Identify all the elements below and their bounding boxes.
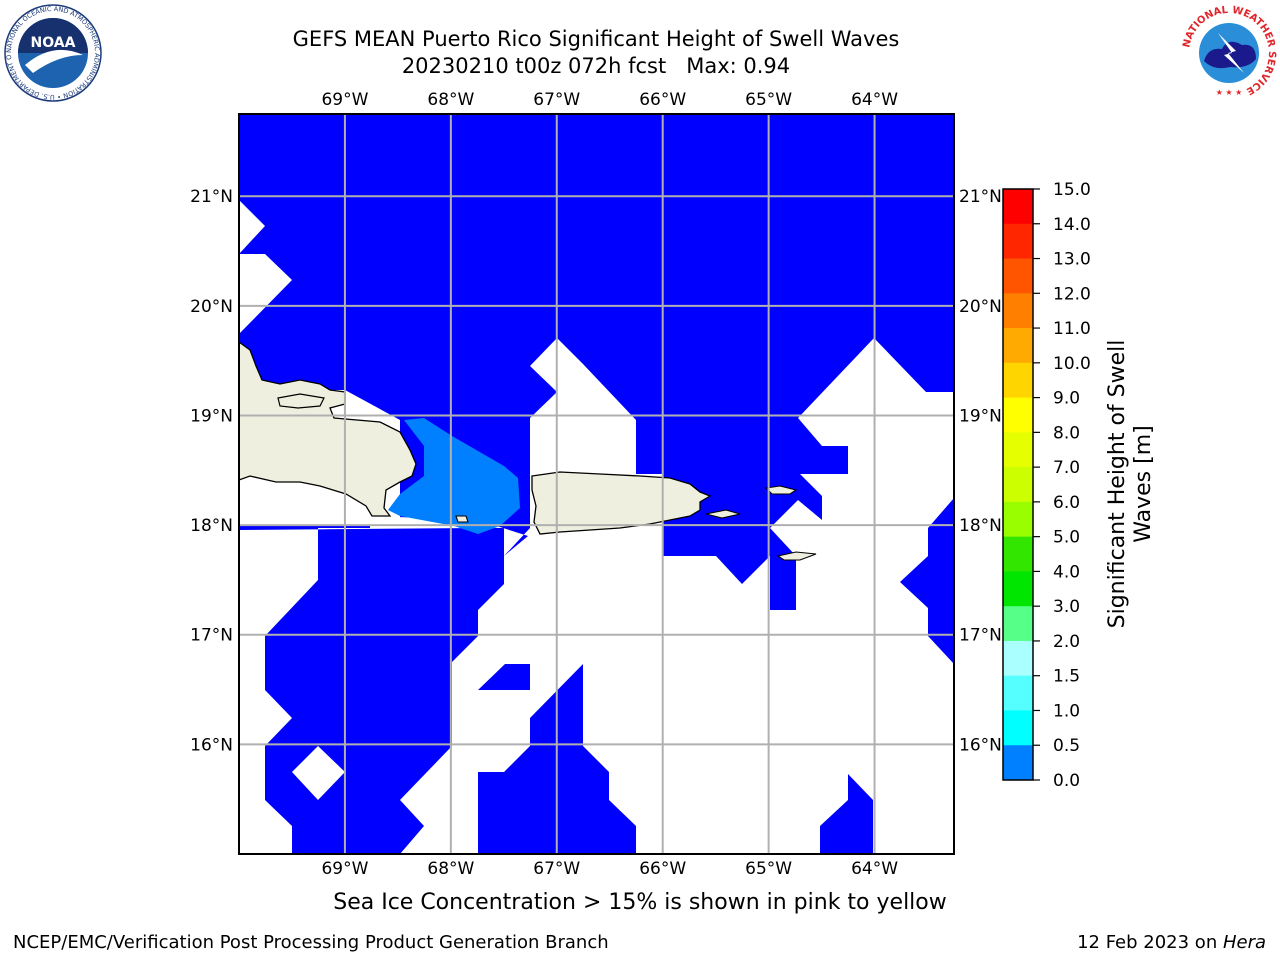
colorbar-swatch [1003,501,1033,538]
lon-label-bottom: 68°W [427,859,474,879]
lon-label-bottom: 69°W [321,859,368,879]
no-data-region-northwest [239,200,292,334]
colorbar-swatch [1003,467,1033,503]
colorbar-tick-label: 14.0 [1053,215,1091,235]
lat-label-left: 21°N [190,187,233,207]
colorbar-swatch [1003,745,1033,781]
colorbar-swatch [1003,710,1033,746]
colorbar-swatch [1003,258,1033,294]
colorbar [1002,188,1034,781]
colorbar-frame [1002,188,1034,781]
land-vieques [705,509,741,519]
land-hispaniola [238,340,417,517]
footer-credit: NCEP/EMC/Verification Post Processing Pr… [13,932,609,953]
lon-label-bottom: 66°W [639,859,686,879]
lat-label-right: 21°N [959,187,1002,207]
colorbar-tick-label: 13.0 [1053,250,1091,270]
colorbar-swatch [1003,606,1033,642]
swell-0.5-1.0-region [388,418,520,534]
lat-label-right: 19°N [959,406,1002,426]
land-st-croix [776,551,817,561]
lat-label-right: 20°N [959,297,1002,317]
no-data-gap-east [770,690,954,774]
lat-label-left: 16°N [190,735,233,755]
colorbar-swatch [1003,397,1033,433]
lon-label-bottom: 67°W [533,859,580,879]
no-data-diamond [292,746,345,800]
colorbar-swatch [1003,328,1033,364]
sea-ice-note: Sea Ice Concentration > 15% is shown in … [333,890,947,915]
colorbar-label: Significant Height of SwellWaves [m] [1105,340,1156,629]
colorbar-swatch [1003,675,1033,711]
lat-label-right: 18°N [959,516,1002,536]
colorbar-label-line: Significant Height of Swell [1105,340,1130,629]
lat-label-left: 19°N [190,406,233,426]
lat-labels-left: 21°N 20°N 19°N 18°N 17°N 16°N [190,187,233,755]
colorbar-swatch [1003,223,1033,260]
gridlines [239,114,954,854]
colorbar-swatch [1003,432,1033,468]
colorbar-tick-label: 1.0 [1053,701,1080,721]
lat-label-left: 20°N [190,297,233,317]
lon-label-top: 68°W [427,90,474,110]
title-line-1: GEFS MEAN Puerto Rico Significant Height… [292,27,900,51]
colorbar-tick-label: 9.0 [1053,389,1080,409]
lon-label-top: 66°W [639,90,686,110]
colorbar-tick-label: 15.0 [1053,180,1091,200]
lat-label-left: 17°N [190,626,233,646]
noaa-logo-text: NOAA [31,35,76,51]
colorbar-ticks: 15.0 14.0 13.0 12.0 11.0 10.0 9.0 8.0 7.0 6.0 5.0 4… [1033,180,1091,791]
colorbar-tick-label: 7.0 [1053,458,1080,478]
colorbar-swatch [1003,189,1033,225]
lon-label-top: 65°W [745,90,792,110]
lat-label-left: 18°N [190,516,233,536]
colorbar-tick-label: 11.0 [1053,319,1091,339]
colorbar-tick-label: 4.0 [1053,562,1080,582]
land-island-tortuga [277,393,325,409]
colorbar-tick-label: 12.0 [1053,284,1091,304]
footer-date: 12 Feb 2023 on [1077,932,1223,953]
colorbar-tick-label: 6.0 [1053,493,1080,513]
map-plot-area [238,113,955,855]
land-virgin-islands [764,485,798,495]
footer-timestamp: 12 Feb 2023 on Hera [1077,932,1266,953]
lon-labels-bottom: 69°W 68°W 67°W 66°W 65°W 64°W [321,859,898,879]
land-mona-island [455,515,469,523]
noaa-logo: NATIONAL OCEANIC AND ATMOSPHERIC ADMINIS… [0,0,103,103]
lat-labels-right: 21°N 20°N 19°N 18°N 17°N 16°N [959,187,1002,755]
colorbar-tick-label: 1.5 [1053,667,1080,687]
colorbar-tick-label: 5.0 [1053,528,1080,548]
colorbar-label-line: Waves [m] [1131,425,1156,542]
lon-label-top: 67°W [533,90,580,110]
colorbar-tick-label: 10.0 [1053,354,1091,374]
lon-label-bottom: 64°W [851,859,898,879]
chart-title: GEFS MEAN Puerto Rico Significant Height… [0,26,1192,80]
colorbar-tick-label: 0.5 [1053,736,1080,756]
colorbar-swatch [1003,640,1033,677]
nws-logo: NATIONAL WEATHER SERVICE ★ ★ ★ [1178,3,1280,103]
lon-label-top: 64°W [851,90,898,110]
colorbar-swatch [1003,571,1033,607]
footer-host: Hera [1222,932,1266,953]
lat-label-right: 17°N [959,626,1002,646]
lon-label-bottom: 65°W [745,859,792,879]
colorbar-swatch [1003,293,1033,329]
title-line-2: 20230210 t00z 072h fcst Max: 0.94 [401,54,791,78]
svg-text:★ ★ ★: ★ ★ ★ [1216,88,1243,97]
colorbar-swatch [1003,362,1033,399]
map-frame [238,113,955,855]
colorbar-tick-label: 2.0 [1053,632,1080,652]
colorbar-tick-label: 3.0 [1053,597,1080,617]
lat-label-right: 16°N [959,735,1002,755]
colorbar-tick-label: 0.0 [1053,771,1080,791]
lon-labels-top: 69°W 68°W 67°W 66°W 65°W 64°W [321,90,898,110]
colorbar-swatch [1003,536,1033,572]
no-data-gap-south [690,690,742,718]
lon-label-top: 69°W [321,90,368,110]
colorbar-tick-label: 8.0 [1053,423,1080,443]
